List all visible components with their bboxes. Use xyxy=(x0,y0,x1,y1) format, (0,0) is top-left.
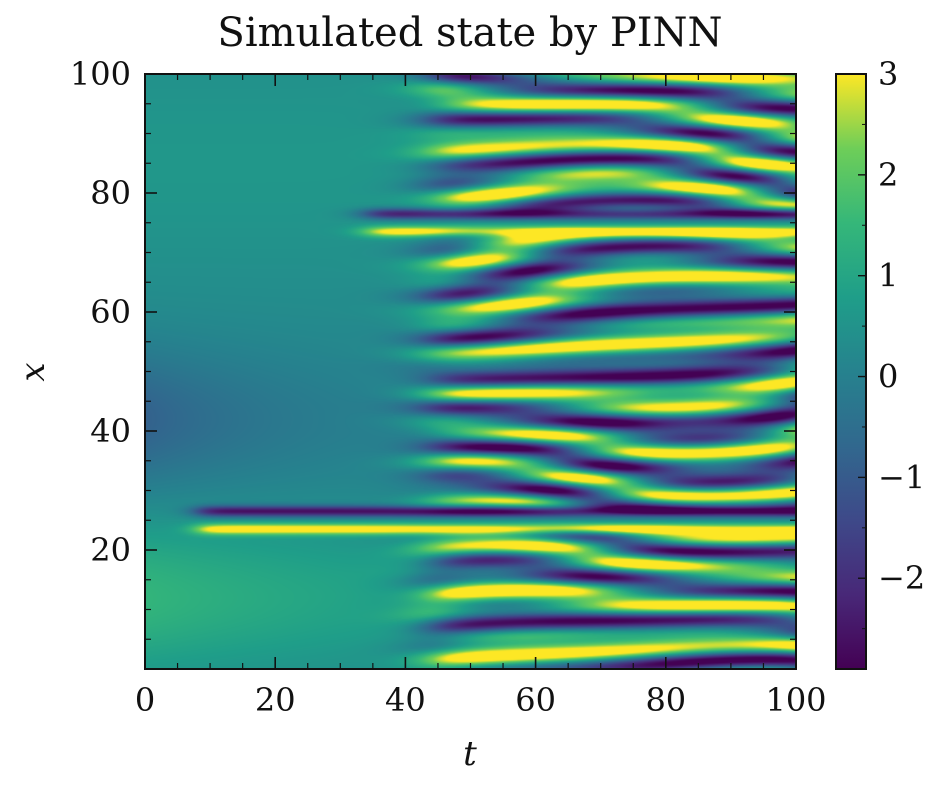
colorbar-tick-label: −1 xyxy=(878,458,925,496)
y-axis-ticks: 20 40 60 80 100 xyxy=(70,55,796,640)
y-tick-label: 40 xyxy=(90,412,131,450)
x-tick-label: 100 xyxy=(765,681,826,719)
x-tick-label: 0 xyxy=(135,681,155,719)
x-tick-label: 80 xyxy=(645,681,686,719)
x-tick-label: 40 xyxy=(385,681,426,719)
chart-title: Simulated state by PINN xyxy=(217,10,722,56)
colorbar-tick-label: 0 xyxy=(878,358,898,396)
heatmap-canvas xyxy=(145,74,796,669)
colorbar-tick-label: −2 xyxy=(878,559,925,597)
colorbar: 3 2 1 0 −1 −2 xyxy=(835,55,925,670)
heatmap-area xyxy=(144,73,797,670)
colorbar-tick-label: 3 xyxy=(878,55,898,93)
y-tick-label: 100 xyxy=(70,55,131,93)
y-axis-label: x xyxy=(13,362,53,381)
x-tick-label: 20 xyxy=(255,681,296,719)
x-axis-label: t xyxy=(463,734,477,774)
x-axis-ticks: 0 20 40 60 80 100 xyxy=(135,74,827,719)
y-tick-label: 80 xyxy=(90,174,131,212)
colorbar-tick-label: 2 xyxy=(878,156,898,194)
y-tick-label: 20 xyxy=(90,531,131,569)
colorbar-ticks: 3 2 1 0 −1 −2 xyxy=(858,55,925,630)
colorbar-gradient xyxy=(835,73,867,670)
x-tick-label: 60 xyxy=(515,681,556,719)
y-tick-label: 60 xyxy=(90,293,131,331)
colorbar-tick-label: 1 xyxy=(878,257,898,295)
